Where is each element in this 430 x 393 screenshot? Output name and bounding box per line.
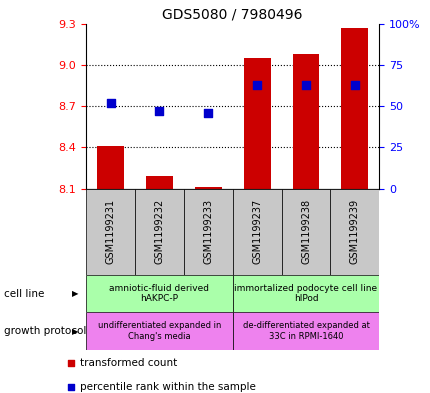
Bar [281, 189, 330, 275]
Text: ▶: ▶ [72, 327, 79, 336]
Point [253, 81, 260, 88]
Bar [97, 146, 124, 189]
Text: ▶: ▶ [72, 289, 79, 298]
Point [156, 108, 163, 114]
Text: GSM1199233: GSM1199233 [203, 199, 213, 264]
Point [350, 81, 357, 88]
Text: GSM1199231: GSM1199231 [105, 199, 115, 264]
Bar [232, 275, 378, 312]
Bar [146, 176, 172, 189]
Text: immortalized podocyte cell line
hIPod: immortalized podocyte cell line hIPod [234, 284, 377, 303]
Bar [330, 189, 378, 275]
Text: GSM1199238: GSM1199238 [300, 199, 310, 264]
Bar [341, 28, 367, 189]
Text: GSM1199239: GSM1199239 [349, 199, 359, 264]
Point [68, 360, 74, 366]
Bar [243, 58, 270, 189]
Text: GSM1199232: GSM1199232 [154, 199, 164, 264]
Text: percentile rank within the sample: percentile rank within the sample [80, 382, 256, 391]
Bar [184, 189, 232, 275]
Bar [232, 189, 281, 275]
Text: cell line: cell line [4, 289, 45, 299]
Bar [135, 189, 184, 275]
Point [302, 81, 309, 88]
Text: growth protocol: growth protocol [4, 326, 86, 336]
Bar [86, 312, 232, 350]
Bar [292, 54, 319, 189]
Bar [86, 275, 232, 312]
Point [107, 100, 114, 106]
Text: de-differentiated expanded at
33C in RPMI-1640: de-differentiated expanded at 33C in RPM… [242, 321, 369, 341]
Text: transformed count: transformed count [80, 358, 177, 368]
Text: GSM1199237: GSM1199237 [252, 199, 261, 264]
Bar [194, 187, 221, 189]
Point [68, 384, 74, 390]
Text: amniotic-fluid derived
hAKPC-P: amniotic-fluid derived hAKPC-P [109, 284, 209, 303]
Title: GDS5080 / 7980496: GDS5080 / 7980496 [162, 7, 302, 21]
Bar [232, 312, 378, 350]
Point [204, 110, 211, 116]
Text: undifferentiated expanded in
Chang's media: undifferentiated expanded in Chang's med… [98, 321, 221, 341]
Bar [86, 189, 135, 275]
